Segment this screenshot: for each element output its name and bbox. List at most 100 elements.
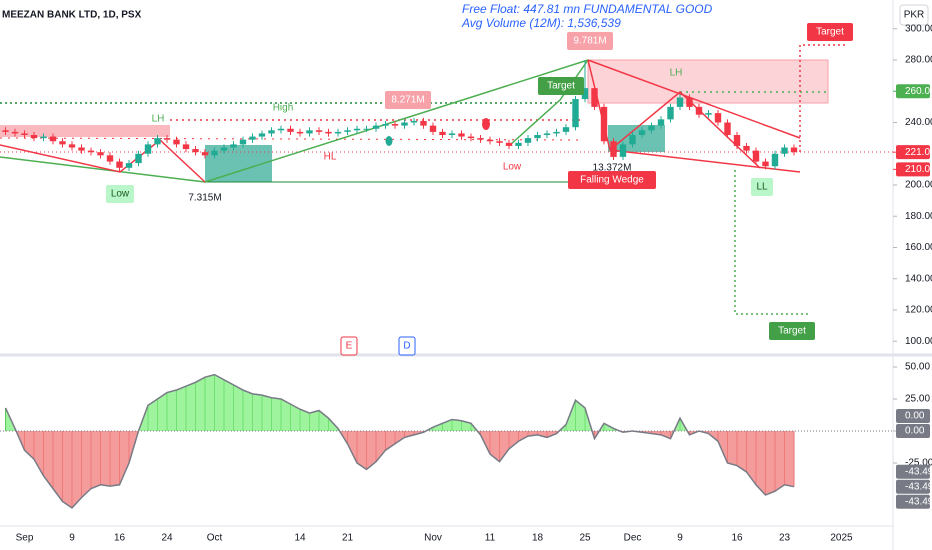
price-badge xyxy=(896,145,930,160)
candle-body xyxy=(287,128,294,132)
candle-body xyxy=(439,131,446,135)
annotation: Target xyxy=(778,326,806,337)
annotation: Low xyxy=(111,189,130,200)
candle-body xyxy=(752,150,760,162)
candle-body xyxy=(201,152,209,156)
x-tick-label: 16 xyxy=(114,533,126,544)
candle-body xyxy=(610,141,617,157)
candle-body xyxy=(353,128,361,131)
candle-body xyxy=(553,131,560,134)
wedge-line xyxy=(609,149,801,173)
candle-body xyxy=(705,113,712,115)
candle-body xyxy=(591,88,598,107)
candle-body xyxy=(486,139,494,142)
annotation-box xyxy=(385,91,431,109)
subtitle: Avg Volume (12M): 1,536,539 xyxy=(461,16,621,30)
currency[interactable]: PKR xyxy=(904,10,925,21)
x-tick-label: 21 xyxy=(342,533,354,544)
annotation-box xyxy=(106,185,134,203)
candle-body xyxy=(562,127,570,132)
signal xyxy=(482,118,490,130)
annotation-box xyxy=(751,178,773,196)
candle-body xyxy=(258,133,266,137)
annotation-box xyxy=(340,336,358,356)
price-badge-label: 0.00 xyxy=(905,426,925,437)
trendline xyxy=(0,156,206,183)
candle-body xyxy=(619,144,627,157)
candle-body xyxy=(524,138,532,143)
candle-body xyxy=(600,106,608,142)
candle-body xyxy=(230,144,237,148)
annotation: HL xyxy=(324,152,337,163)
osc-area-up xyxy=(5,374,794,431)
x-tick-label: 24 xyxy=(161,533,173,544)
candle-body xyxy=(315,130,323,132)
candle-body xyxy=(11,131,19,134)
y-tick-label: -25.00 xyxy=(905,458,932,469)
candle-body xyxy=(68,144,76,148)
x-tick-label: 11 xyxy=(485,533,496,544)
candle-body xyxy=(249,136,256,140)
annotation: E xyxy=(346,341,353,352)
y-tick-label: 120.00 xyxy=(905,305,932,316)
price-badge-label: 0.00 xyxy=(905,411,925,422)
candle-body xyxy=(458,133,465,137)
candle-body xyxy=(116,161,123,168)
y-tick-label: 140.00 xyxy=(905,273,932,284)
candle-body xyxy=(363,128,370,130)
annotation: Low xyxy=(503,162,522,173)
y-tick-label: 160.00 xyxy=(905,242,932,253)
x-tick-label: 14 xyxy=(294,533,306,544)
candle-body xyxy=(401,122,408,126)
candle-body xyxy=(220,147,228,151)
candle-body xyxy=(515,142,522,146)
y-tick-label: 180.00 xyxy=(905,211,932,222)
chart-title: MEEZAN BANK LTD, 1D, PSX xyxy=(2,10,142,21)
x-tick-label: Dec xyxy=(624,533,642,544)
candle-body xyxy=(334,131,342,134)
y-tick-label: 25.00 xyxy=(905,394,930,405)
candle-body xyxy=(325,131,332,134)
candle-body xyxy=(144,144,152,154)
candle-body xyxy=(192,149,199,153)
zone xyxy=(0,125,170,137)
candle-body xyxy=(695,106,703,115)
annotation: 8.271M xyxy=(391,95,424,106)
candle-body xyxy=(429,125,437,132)
x-tick-label: 23 xyxy=(779,533,791,544)
candle-body xyxy=(163,138,171,140)
candle-body xyxy=(382,124,389,126)
candle-body xyxy=(743,145,750,151)
candle-body xyxy=(30,135,38,139)
price-badge xyxy=(896,479,930,494)
x-tick-label: 9 xyxy=(677,533,683,544)
candle-body xyxy=(496,141,503,143)
x-tick-label: 2025 xyxy=(830,533,853,544)
annotation-box xyxy=(769,322,815,340)
price-badge-label: -43.49 xyxy=(905,466,932,477)
y-tick-label: 280.00 xyxy=(905,55,932,66)
subtitle: Free Float: 447.81 mn FUNDAMENTAL GOOD xyxy=(462,2,713,16)
annotation-box xyxy=(538,77,584,95)
y-tick-label: 240.00 xyxy=(905,117,932,128)
candle-body xyxy=(420,120,427,126)
candle-body xyxy=(154,138,161,145)
candle-body xyxy=(534,135,541,139)
price-badge xyxy=(896,84,930,99)
candle-body xyxy=(638,130,646,135)
candle-body xyxy=(714,113,722,123)
currency-box[interactable] xyxy=(899,4,929,26)
x-tick-label: Oct xyxy=(207,533,223,544)
candle-body xyxy=(771,153,779,167)
price-badge-label: -43.49 xyxy=(905,481,932,492)
trendline xyxy=(587,59,761,169)
annotation: LH xyxy=(670,68,683,79)
candle-body xyxy=(543,133,551,135)
candle-body xyxy=(97,152,104,156)
annotation-box xyxy=(567,32,613,50)
annotation: 13.372M xyxy=(593,163,632,174)
candle-body xyxy=(667,106,674,120)
price-badge xyxy=(896,423,930,438)
candle-body xyxy=(49,136,57,142)
trendline xyxy=(204,59,589,183)
